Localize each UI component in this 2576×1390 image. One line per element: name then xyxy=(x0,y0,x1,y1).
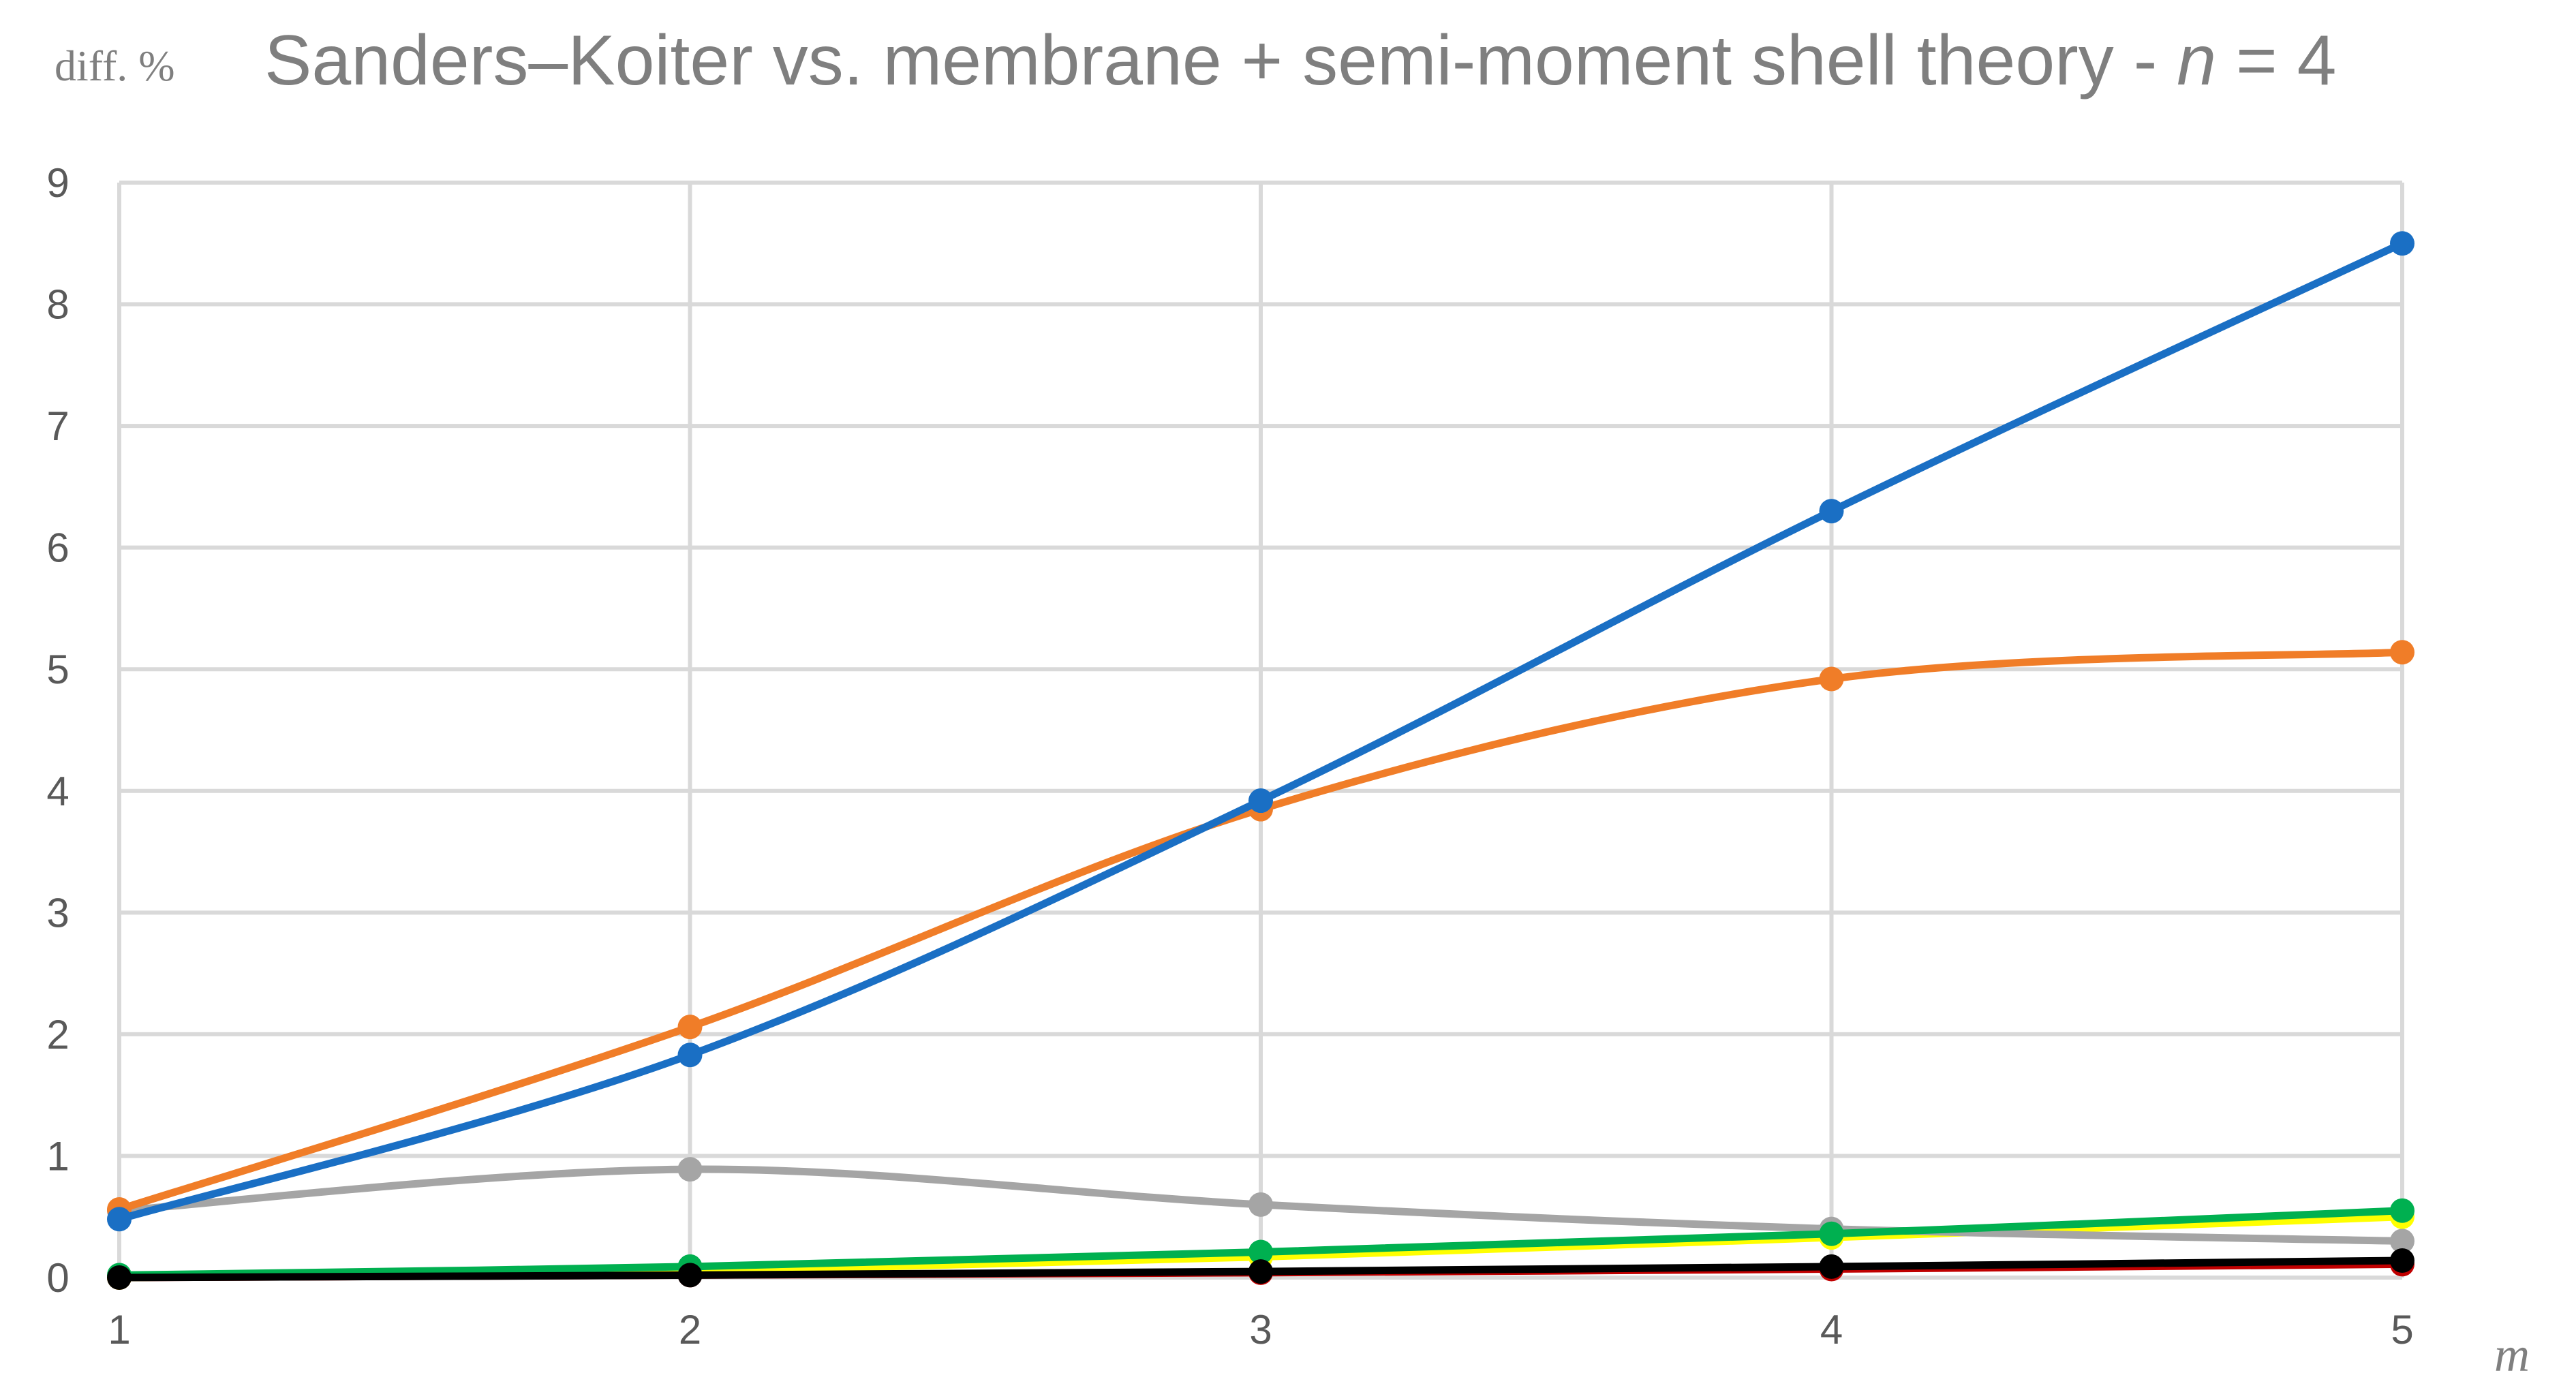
y-tick-labels: 0 1 2 3 4 5 6 7 8 9 xyxy=(46,160,69,1301)
y-tick-label: 2 xyxy=(46,1012,69,1057)
data-point xyxy=(1819,499,1844,524)
x-tick-label: 1 xyxy=(108,1307,130,1353)
data-point xyxy=(677,1015,703,1040)
data-point xyxy=(107,1207,132,1232)
data-point xyxy=(1819,1254,1844,1279)
chart-title-main: Sanders–Koiter vs. membrane + semi-momen… xyxy=(264,21,2177,100)
data-point xyxy=(2390,1229,2414,1254)
y-tick-label: 7 xyxy=(46,403,69,449)
y-tick-label: 1 xyxy=(46,1133,69,1179)
y-tick-label: 8 xyxy=(46,282,69,328)
data-point xyxy=(677,1157,703,1182)
data-point xyxy=(2390,640,2414,665)
y-tick-label: 4 xyxy=(46,769,69,814)
y-tick-label: 6 xyxy=(46,525,69,571)
data-point xyxy=(1248,788,1273,814)
data-point xyxy=(1248,1192,1273,1217)
y-tick-label: 5 xyxy=(46,647,69,692)
x-tick-label: 5 xyxy=(2391,1307,2413,1353)
y-tick-label: 3 xyxy=(46,890,69,936)
y-axis-label: diff. % xyxy=(55,42,175,90)
x-tick-label: 3 xyxy=(1249,1307,1272,1353)
data-point xyxy=(107,1265,132,1290)
data-point xyxy=(2390,1248,2414,1273)
x-tick-labels: 1 2 3 4 5 xyxy=(108,1307,2413,1353)
x-tick-label: 4 xyxy=(1820,1307,1843,1353)
data-point xyxy=(1819,666,1844,692)
data-point xyxy=(2390,1198,2414,1223)
x-tick-label: 2 xyxy=(679,1307,701,1353)
data-point xyxy=(1248,1239,1273,1265)
y-tick-label: 0 xyxy=(46,1255,69,1301)
series-6 xyxy=(107,231,2414,1232)
chart-title-n: n xyxy=(2177,21,2216,100)
series-4 xyxy=(107,1248,2414,1290)
series xyxy=(107,231,2414,1290)
data-point xyxy=(677,1042,703,1068)
data-point xyxy=(677,1263,703,1288)
chart-title-suffix: = 4 xyxy=(2216,21,2336,100)
data-point xyxy=(1819,1221,1844,1246)
x-axis-label: m xyxy=(2494,1327,2530,1382)
chart-title: Sanders–Koiter vs. membrane + semi-momen… xyxy=(264,21,2336,100)
data-point xyxy=(1248,1259,1273,1284)
data-point xyxy=(2390,231,2414,256)
y-tick-label: 9 xyxy=(46,160,69,206)
grid xyxy=(117,181,2404,1280)
